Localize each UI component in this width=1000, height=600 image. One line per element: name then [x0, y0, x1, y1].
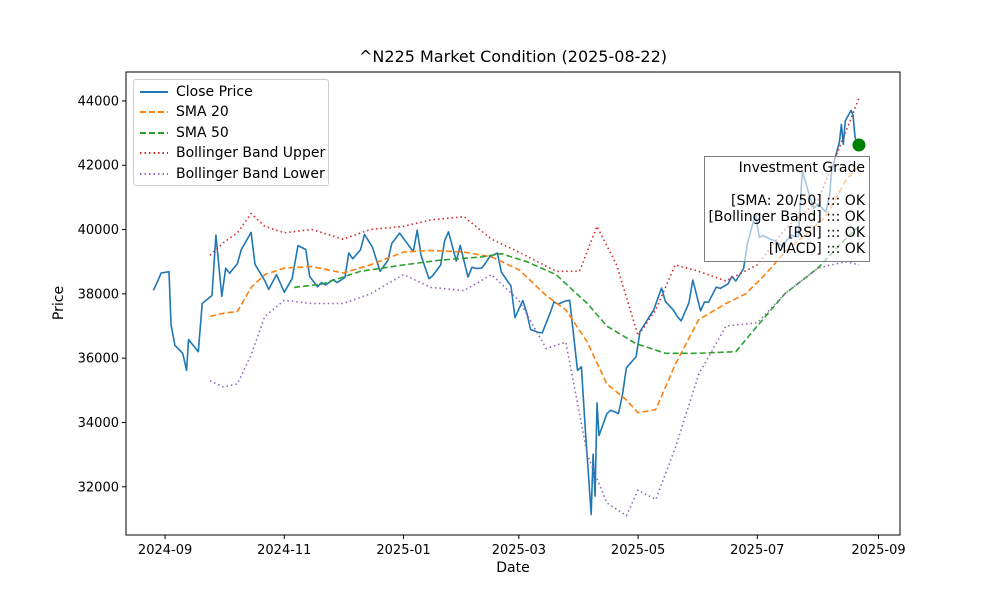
legend-label-sma20: SMA 20 [176, 104, 229, 120]
x-axis-label: Date [496, 560, 530, 576]
y-tick-label-0: 32000 [78, 480, 119, 495]
series-line-4 [209, 260, 860, 517]
x-tick-label-2: 2025-01 [376, 543, 430, 558]
grade-line-macd: [MACD] ::: OK [768, 241, 865, 258]
y-tick-label-1: 34000 [78, 416, 119, 431]
y-tick-label-5: 42000 [78, 159, 119, 174]
investment-grade-title: Investment Grade [738, 160, 865, 176]
y-tick-label-3: 38000 [78, 287, 119, 302]
y-tick-label-2: 36000 [78, 352, 119, 367]
last-close-marker [852, 138, 866, 152]
legend-label-close: Close Price [176, 84, 253, 100]
legend: Close Price SMA 20 SMA 50 Bollinger Band… [133, 79, 329, 186]
y-axis-label: Price [51, 285, 67, 321]
series-line-2 [294, 225, 860, 355]
legend-item-sma50: SMA 50 [134, 123, 328, 143]
series-line-1 [209, 164, 860, 414]
x-tick-label-5: 2025-07 [730, 543, 784, 558]
legend-item-bb-lower: Bollinger Band Lower [134, 164, 328, 184]
grade-line-rsi: [RSI] ::: OK [788, 225, 865, 242]
legend-item-close: Close Price [134, 82, 328, 102]
y-tick-label-6: 44000 [78, 94, 119, 109]
grade-line-bollinger: [Bollinger Band] ::: OK [708, 208, 865, 225]
x-tick-label-3: 2025-03 [492, 543, 546, 558]
legend-label-bb-upper: Bollinger Band Upper [176, 145, 326, 161]
plot-frame [125, 71, 901, 536]
legend-label-bb-lower: Bollinger Band Lower [176, 166, 325, 182]
legend-label-sma50: SMA 50 [176, 125, 229, 141]
chart-title: ^N225 Market Condition (2025-08-22) [359, 47, 667, 66]
x-tick-label-1: 2024-11 [257, 543, 311, 558]
investment-grade-spacer [705, 176, 865, 192]
legend-item-bb-upper: Bollinger Band Upper [134, 143, 328, 163]
x-tick-label-6: 2025-09 [851, 543, 905, 558]
x-tick-label-4: 2025-05 [611, 543, 665, 558]
investment-grade-box: Investment Grade [SMA: 20/50] ::: OK [Bo… [704, 156, 870, 262]
y-tick-label-4: 40000 [78, 223, 119, 238]
series-line-3 [209, 97, 860, 337]
grade-line-sma: [SMA: 20/50] ::: OK [731, 192, 865, 209]
legend-item-sma20: SMA 20 [134, 102, 328, 122]
x-tick-label-0: 2024-09 [138, 543, 192, 558]
